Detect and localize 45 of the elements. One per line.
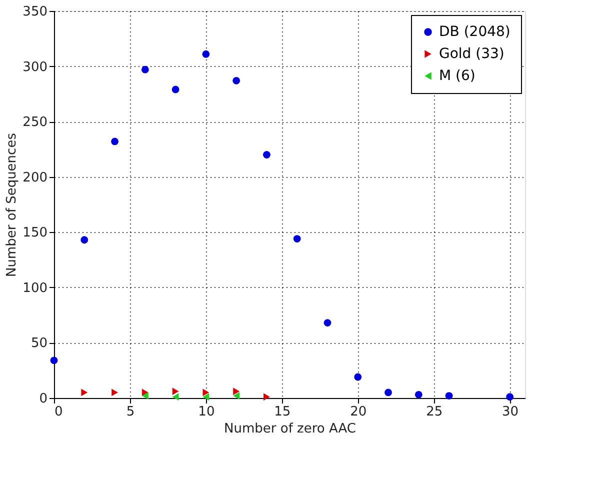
x-tick-label: 30 — [502, 404, 519, 420]
point — [324, 319, 332, 327]
y-axis-title: Number of Sequences — [4, 132, 20, 277]
point — [172, 393, 179, 401]
point — [384, 388, 392, 396]
legend-label: DB (2048) — [439, 24, 510, 40]
point — [142, 392, 148, 400]
legend-label: Gold (33) — [439, 46, 504, 62]
y-tick-label: 100 — [22, 280, 48, 296]
point — [445, 392, 453, 400]
x-tick-label: 5 — [126, 404, 135, 420]
y-tick-label: 200 — [22, 170, 48, 186]
point — [233, 392, 240, 400]
point — [233, 388, 240, 396]
point — [293, 235, 301, 242]
x-tick-label: 0 — [54, 404, 63, 420]
point — [172, 388, 179, 396]
point — [202, 393, 210, 401]
point — [172, 86, 180, 94]
point — [232, 76, 240, 84]
point — [202, 388, 210, 396]
x-tick-label: 20 — [350, 404, 367, 420]
point — [50, 356, 58, 364]
y-tick-label: 50 — [30, 336, 48, 352]
point — [414, 390, 422, 398]
x-axis-title: Number of zero AAC — [224, 422, 356, 436]
point — [354, 373, 362, 381]
point — [506, 393, 514, 401]
point — [81, 388, 88, 396]
point — [111, 138, 118, 146]
y-tick-label: 350 — [22, 4, 48, 20]
legend-label: M (6) — [439, 68, 476, 84]
point — [264, 393, 270, 401]
point — [202, 50, 210, 58]
y-tick-label: 250 — [22, 115, 48, 130]
point — [141, 66, 149, 74]
point — [112, 388, 118, 396]
point — [80, 236, 88, 244]
x-tick-label: 10 — [198, 404, 215, 420]
x-tick-label: 25 — [426, 404, 443, 420]
y-tick-label: 0 — [39, 392, 48, 406]
y-tick-label: 300 — [22, 60, 48, 75]
point — [263, 151, 270, 158]
y-tick-label: 150 — [22, 226, 48, 241]
x-tick-label: 15 — [274, 404, 291, 420]
